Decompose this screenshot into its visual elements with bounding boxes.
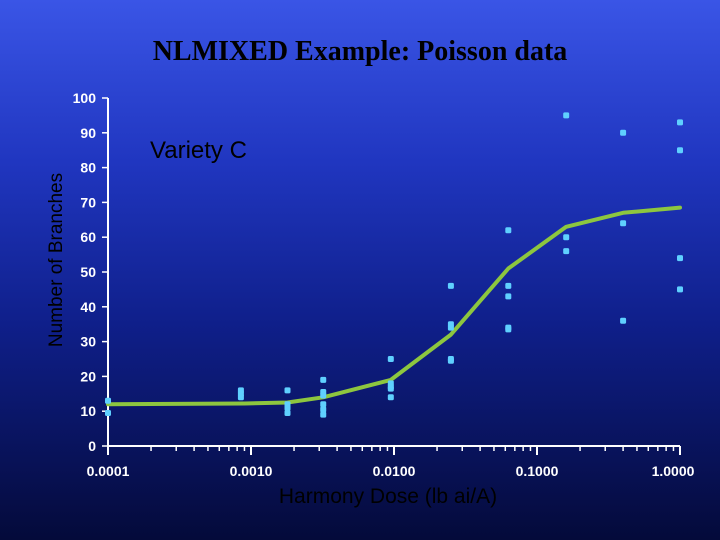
data-point [320,376,327,383]
data-point [320,406,327,413]
data-point [505,326,512,333]
y-tick-label: 80 [80,160,96,176]
data-point [677,286,683,293]
data-point [563,234,570,241]
x-tick-label: 0.0001 [87,463,130,479]
data-point [677,147,683,154]
variety-annotation: Variety C [150,137,247,164]
data-point [387,385,394,392]
data-point [563,112,570,119]
data-point [284,404,291,411]
slide-title: NLMIXED Example: Poisson data [152,36,568,67]
data-point [105,409,111,416]
y-tick-label: 50 [80,264,96,280]
x-ticks: 0.0001 0.0010 0.0100 0.1000 1.0000 [87,446,695,479]
data-point [105,397,111,404]
y-tick-label: 100 [73,90,97,106]
data-point [320,401,327,408]
data-point [320,411,327,418]
data-point [284,387,291,394]
data-point [677,119,683,126]
data-point [284,409,291,416]
data-point [447,324,454,331]
x-tick-label: 1.0000 [652,463,695,479]
data-point [677,255,683,262]
data-point [620,129,627,136]
y-tick-label: 90 [80,125,96,141]
y-tick-label: 0 [88,438,96,454]
data-points-group [105,112,683,418]
data-point [447,282,454,289]
fit-line-group [106,205,682,407]
y-tick-label: 20 [80,368,96,384]
y-tick-label: 30 [80,334,96,350]
data-point [620,220,627,227]
data-point [447,357,454,364]
x-tick-label: 0.0100 [373,463,416,479]
y-tick-label: 60 [80,229,96,245]
data-point [505,293,512,300]
data-point [237,394,244,401]
x-axis-label: Harmony Dose (lb ai/A) [279,485,497,508]
y-tick-label: 10 [80,403,96,419]
data-point [387,356,394,362]
y-tick-label: 70 [80,194,96,210]
y-ticks: 0 10 20 30 40 50 60 70 80 90 100 [73,90,108,454]
x-tick-label: 0.0010 [230,463,273,479]
data-point [387,394,394,401]
y-tick-label: 40 [80,299,96,315]
y-axis-label: Number of Branches [46,173,67,347]
data-point [620,317,627,324]
data-point [320,392,327,399]
data-point [505,227,512,234]
data-point [505,282,512,289]
data-point [563,248,570,255]
x-tick-label: 0.1000 [516,463,559,479]
fit-line [106,205,682,407]
